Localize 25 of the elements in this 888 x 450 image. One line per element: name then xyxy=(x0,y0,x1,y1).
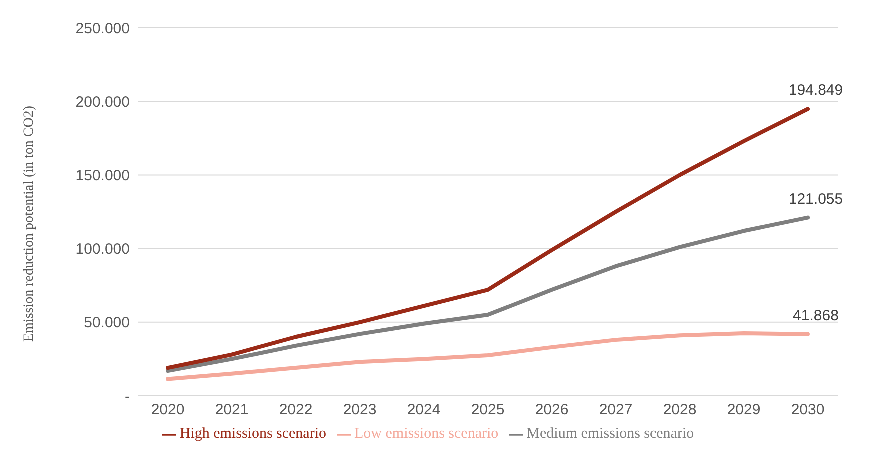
x-tick-label: 2022 xyxy=(279,402,313,419)
x-tick-label: 2023 xyxy=(343,402,377,419)
x-tick-label: 2027 xyxy=(599,402,633,419)
y-tick-label: 200.000 xyxy=(76,94,130,111)
x-tick-label: 2024 xyxy=(407,402,441,419)
data-label: 194.849 xyxy=(788,82,844,100)
x-tick-label: 2025 xyxy=(471,402,505,419)
legend-label: Medium emissions scenario xyxy=(526,426,694,442)
y-tick-label: 150.000 xyxy=(76,168,130,185)
y-tick-label: 100.000 xyxy=(76,241,130,258)
legend-label: Low emissions scenario xyxy=(354,426,499,442)
data-label: 41.868 xyxy=(793,307,839,324)
line-series xyxy=(166,331,810,382)
y-axis-title: Emission reduction potential (in ton CO2) xyxy=(22,106,37,342)
data-label: 121.055 xyxy=(788,190,844,208)
x-tick-label: 2020 xyxy=(151,402,185,419)
legend-label: High emissions scenario xyxy=(180,426,327,442)
y-tick-label: 50.000 xyxy=(84,314,130,332)
y-tick-label: 250.000 xyxy=(76,20,130,38)
x-tick-label: 2029 xyxy=(727,402,761,419)
x-tick-label: 2030 xyxy=(791,402,825,419)
x-tick-label: 2026 xyxy=(535,402,569,419)
y-tick-label: - xyxy=(125,388,130,406)
x-tick-label: 2021 xyxy=(215,402,249,419)
x-tick-label: 2028 xyxy=(663,402,697,419)
